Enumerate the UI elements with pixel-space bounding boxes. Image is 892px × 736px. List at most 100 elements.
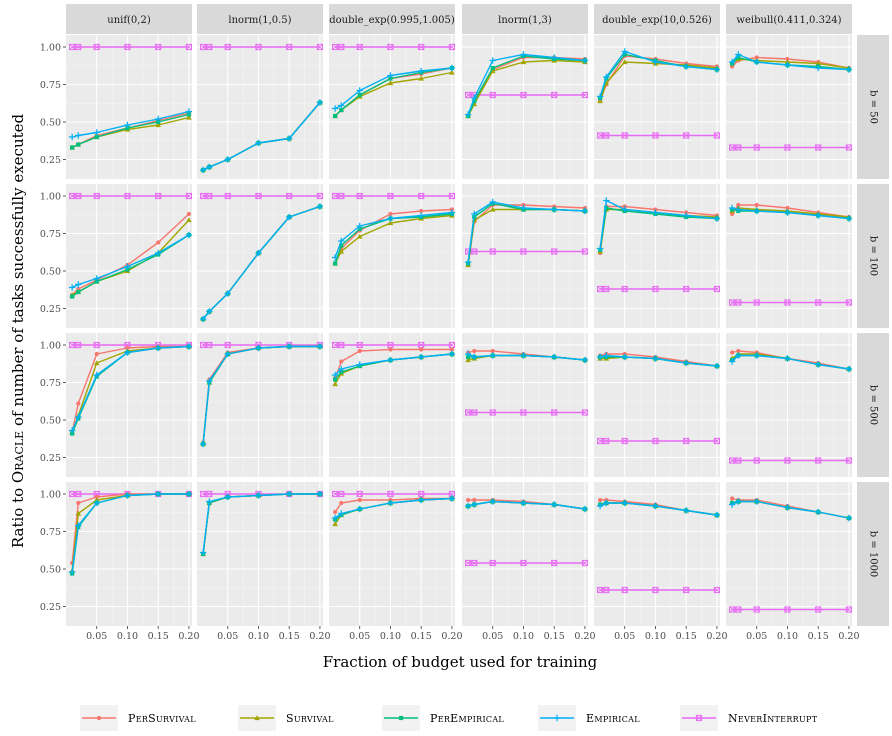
series-Empirical [199, 490, 324, 556]
row-strip-label: b = 50 [868, 90, 879, 124]
point-marker [357, 92, 362, 98]
point-marker [76, 142, 81, 147]
point-marker [815, 606, 822, 613]
x-tick-label: 0.20 [838, 631, 859, 642]
point-marker [814, 361, 822, 368]
point-marker [489, 409, 496, 416]
series-line [599, 199, 717, 249]
series-NeverInterrupt [465, 409, 589, 416]
point-marker [124, 192, 131, 200]
point-marker [683, 437, 690, 445]
point-marker [199, 440, 207, 448]
point-marker [75, 43, 82, 51]
x-tick-label: 0.05 [86, 631, 107, 642]
panel-background [594, 184, 720, 328]
point-marker [285, 490, 293, 498]
point-marker [489, 248, 496, 255]
column-strip [197, 4, 323, 34]
point-marker [621, 132, 628, 139]
point-marker [449, 342, 455, 348]
point-marker [682, 359, 690, 367]
point-marker [754, 55, 759, 60]
legend-item-Survival: Survival [238, 705, 334, 731]
point-marker [714, 286, 720, 292]
point-marker [339, 107, 344, 113]
point-marker [551, 559, 558, 567]
point-marker [448, 209, 456, 216]
column-strip-label: double_exp(0.995,1.005) [329, 15, 455, 26]
point-marker [154, 344, 162, 352]
point-marker [387, 72, 394, 79]
series-line [202, 205, 321, 320]
point-marker [735, 299, 742, 306]
point-marker [387, 220, 394, 226]
y-tick-label: 0.75 [40, 378, 61, 389]
point-marker [68, 133, 76, 141]
series-Empirical [464, 350, 589, 364]
point-marker [417, 67, 425, 75]
point-marker [735, 606, 742, 613]
x-tick-label: 0.15 [544, 631, 565, 642]
point-marker [846, 144, 852, 151]
point-marker [550, 206, 558, 213]
point-marker [93, 491, 100, 497]
point-marker [185, 43, 193, 51]
series-line [467, 55, 585, 117]
legend-item-NeverInterrupt: NeverInterrupt [680, 705, 817, 731]
series-Empirical [199, 343, 324, 448]
point-marker [520, 560, 527, 566]
point-marker [596, 502, 604, 510]
point-marker [713, 362, 721, 370]
point-marker [356, 193, 363, 199]
series-line [731, 53, 849, 71]
series-NeverInterrupt [465, 248, 589, 255]
point-marker [784, 209, 791, 216]
point-marker [730, 496, 735, 501]
point-marker [471, 560, 478, 566]
legend-item-Empirical: Empirical [538, 705, 640, 731]
point-marker [338, 44, 345, 50]
point-marker [154, 115, 162, 123]
point-marker [286, 192, 293, 200]
point-marker [200, 490, 207, 498]
point-marker [652, 58, 659, 66]
y-tick-label: 0.25 [40, 602, 61, 613]
point-marker [604, 205, 609, 211]
point-marker [387, 356, 394, 364]
point-marker [785, 205, 790, 211]
point-marker [94, 351, 99, 357]
point-marker [754, 202, 759, 208]
point-marker [652, 209, 659, 216]
point-marker [464, 258, 472, 266]
panel [197, 35, 324, 179]
legend-label: Survival [286, 712, 334, 725]
point-marker [68, 427, 76, 434]
panel [329, 184, 456, 328]
point-marker [387, 44, 394, 50]
point-marker [845, 215, 853, 222]
series-Empirical [728, 498, 853, 522]
point-marker [581, 356, 589, 364]
point-marker [333, 261, 338, 266]
point-marker [753, 58, 760, 66]
point-marker [728, 58, 736, 66]
series-Empirical [464, 498, 589, 513]
point-marker [784, 144, 791, 151]
point-marker [729, 144, 736, 151]
point-marker [156, 240, 161, 245]
point-marker [472, 497, 477, 503]
point-marker [75, 281, 82, 288]
point-marker [753, 352, 760, 359]
point-marker [581, 91, 589, 99]
column-strips: unif(0,2) lnorm(1,0.5) double_exp(0.995,1.… [66, 4, 852, 34]
point-marker [683, 285, 690, 293]
point-marker [621, 59, 628, 65]
point-marker [206, 308, 213, 315]
point-marker [520, 409, 527, 416]
series-Empirical [68, 490, 193, 576]
point-marker [489, 57, 496, 64]
point-marker [753, 498, 760, 505]
y-tick-label: 0.25 [40, 304, 61, 315]
point-marker [93, 193, 100, 199]
point-marker [387, 193, 394, 199]
